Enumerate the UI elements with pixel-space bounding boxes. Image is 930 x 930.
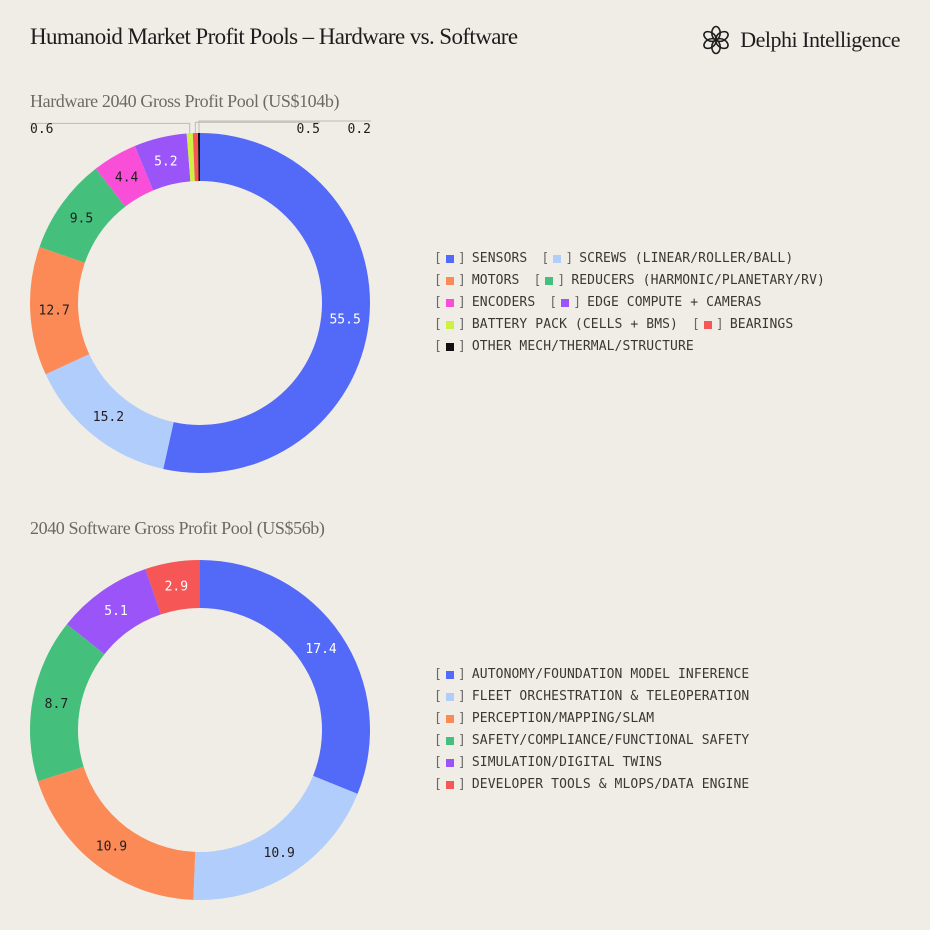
slice-value-label: 5.1	[104, 604, 127, 619]
legend-label: SCREWS (LINEAR/ROLLER/BALL)	[579, 251, 794, 266]
donut-slice-0-8	[197, 133, 200, 182]
hardware-chart-title: Hardware 2040 Gross Profit Pool (US$104b…	[30, 91, 340, 111]
legend-row: [] BATTERY PACK (CELLS + BMS) [] BEARINGS	[434, 314, 904, 336]
legend-item: [] REDUCERS (HARMONIC/PLANETARY/RV)	[533, 270, 825, 292]
leader-line	[194, 121, 320, 134]
legend-item: [] FLEET ORCHESTRATION & TELEOPERATION	[434, 686, 749, 708]
legend-label: SENSORS	[471, 251, 528, 266]
legend-row: [] SENSORS [] SCREWS (LINEAR/ROLLER/BALL)	[434, 248, 904, 270]
legend-row: [] AUTONOMY/FOUNDATION MODEL INFERENCE	[434, 664, 904, 686]
slice-value-label: 12.7	[39, 304, 70, 319]
legend-label: FLEET ORCHESTRATION & TELEOPERATION	[471, 689, 750, 704]
legend-item: [] BEARINGS	[692, 314, 793, 336]
donut-slice-1-1	[193, 775, 358, 900]
legend-swatch	[445, 671, 454, 679]
legend-swatch	[445, 737, 454, 745]
legend-swatch	[445, 255, 454, 263]
legend-row: [] ENCODERS [] EDGE COMPUTE + CAMERAS	[434, 292, 904, 314]
legend-swatch	[445, 715, 454, 723]
legend-label: SIMULATION/DIGITAL TWINS	[471, 755, 663, 770]
legend-label: ENCODERS	[471, 295, 536, 310]
slice-value-label: 2.9	[165, 579, 188, 594]
legend-item: [] ENCODERS	[434, 292, 535, 314]
slice-value-label: 4.4	[115, 170, 139, 185]
brand-name: Delphi Intelligence	[740, 27, 900, 52]
legend-label: AUTONOMY/FOUNDATION MODEL INFERENCE	[471, 667, 750, 682]
donut-slice-1-2	[37, 766, 196, 900]
legend-item: [] SIMULATION/DIGITAL TWINS	[434, 752, 662, 774]
legend-label: DEVELOPER TOOLS & MLOPS/DATA ENGINE	[471, 777, 750, 792]
slice-value-label: 15.2	[93, 410, 124, 425]
legend-label: OTHER MECH/THERMAL/STRUCTURE	[471, 339, 694, 354]
legend-item: [] PERCEPTION/MAPPING/SLAM	[434, 708, 654, 730]
hardware-legend: [] SENSORS[] SCREWS (LINEAR/ROLLER/BALL)[]…	[434, 248, 904, 358]
donut-slice-1-4	[66, 568, 161, 655]
slice-value-label: 0.5	[297, 122, 320, 137]
slice-value-label: 17.4	[305, 642, 336, 657]
legend-swatch	[561, 299, 570, 307]
leader-line	[198, 120, 371, 134]
legend-label: BATTERY PACK (CELLS + BMS)	[471, 317, 678, 332]
donut-slice-0-7	[192, 133, 199, 182]
legend-row: [] SAFETY/COMPLIANCE/FUNCTIONAL SAFETY	[434, 730, 904, 752]
legend-row: [] FLEET ORCHESTRATION & TELEOPERATION	[434, 686, 904, 708]
brand: Delphi Intelligence	[700, 24, 900, 56]
leader-line	[30, 122, 191, 134]
slice-value-label: 0.6	[30, 122, 53, 137]
legend-label: EDGE COMPUTE + CAMERAS	[587, 295, 762, 310]
donut-slice-0-4	[95, 145, 154, 207]
donut-slice-1-0	[200, 560, 370, 794]
flower-logo-icon	[703, 25, 730, 55]
donut-slice-1-3	[29, 624, 105, 782]
slice-value-label: 55.5	[329, 312, 360, 327]
slice-value-label: 5.2	[154, 155, 177, 170]
legend-swatch	[445, 759, 454, 767]
legend-swatch	[445, 299, 454, 307]
legend-item: [] BATTERY PACK (CELLS + BMS)	[434, 314, 678, 336]
legend-swatch	[445, 343, 454, 351]
legend-swatch	[553, 255, 562, 263]
legend-item: [] SAFETY/COMPLIANCE/FUNCTIONAL SAFETY	[434, 730, 749, 752]
legend-row: [] PERCEPTION/MAPPING/SLAM	[434, 708, 904, 730]
legend-item: [] DEVELOPER TOOLS & MLOPS/DATA ENGINE	[434, 774, 749, 796]
legend-item: [] MOTORS	[434, 270, 519, 292]
legend-item: [] AUTONOMY/FOUNDATION MODEL INFERENCE	[434, 664, 749, 686]
software-chart-title: 2040 Software Gross Profit Pool (US$56b)	[30, 518, 325, 538]
donut-slice-0-6	[186, 133, 195, 182]
legend-label: MOTORS	[471, 273, 520, 288]
software-donut-chart: 17.4 10.9 10.9 8.7 5.1 2.9	[29, 560, 370, 900]
slice-value-label: 9.5	[70, 211, 93, 226]
slice-value-label: 10.9	[264, 846, 295, 861]
donut-slice-0-2	[29, 246, 90, 375]
donut-slice-0-0	[163, 133, 371, 473]
legend-row: [] MOTORS [] REDUCERS (HARMONIC/PLANETARY/R…	[434, 270, 904, 292]
legend-row: [] DEVELOPER TOOLS & MLOPS/DATA ENGINE	[434, 774, 904, 796]
legend-swatch	[545, 277, 554, 285]
page-title: Humanoid Market Profit Pools – Hardware …	[30, 24, 518, 49]
donut-slice-0-5	[134, 133, 191, 191]
legend-item: [] EDGE COMPUTE + CAMERAS	[549, 292, 761, 314]
legend-item: [] SENSORS	[434, 248, 527, 270]
legend-swatch	[445, 781, 454, 789]
legend-swatch	[445, 277, 454, 285]
legend-swatch	[445, 321, 454, 329]
slice-value-label: 10.9	[96, 840, 127, 855]
slice-value-label: 0.2	[348, 122, 371, 137]
legend-swatch	[445, 693, 454, 701]
donut-slice-1-5	[145, 560, 200, 615]
legend-label: SAFETY/COMPLIANCE/FUNCTIONAL SAFETY	[471, 733, 750, 748]
legend-label: REDUCERS (HARMONIC/PLANETARY/RV)	[571, 273, 825, 288]
software-legend: [] AUTONOMY/FOUNDATION MODEL INFERENCE[] F…	[434, 664, 904, 796]
hardware-donut-chart: 55.5 15.2 12.7 9.5 4.4 5.2 0.6 0.5 0.2	[29, 120, 371, 473]
donut-slice-0-1	[45, 354, 174, 469]
slice-value-label: 8.7	[45, 697, 68, 712]
legend-swatch	[703, 321, 712, 329]
legend-item: [] OTHER MECH/THERMAL/STRUCTURE	[434, 336, 694, 358]
donut-slice-0-3	[39, 168, 126, 263]
legend-item: [] SCREWS (LINEAR/ROLLER/BALL)	[541, 248, 793, 270]
legend-label: PERCEPTION/MAPPING/SLAM	[471, 711, 655, 726]
legend-row: [] OTHER MECH/THERMAL/STRUCTURE	[434, 336, 904, 358]
legend-label: BEARINGS	[729, 317, 794, 332]
legend-row: [] SIMULATION/DIGITAL TWINS	[434, 752, 904, 774]
